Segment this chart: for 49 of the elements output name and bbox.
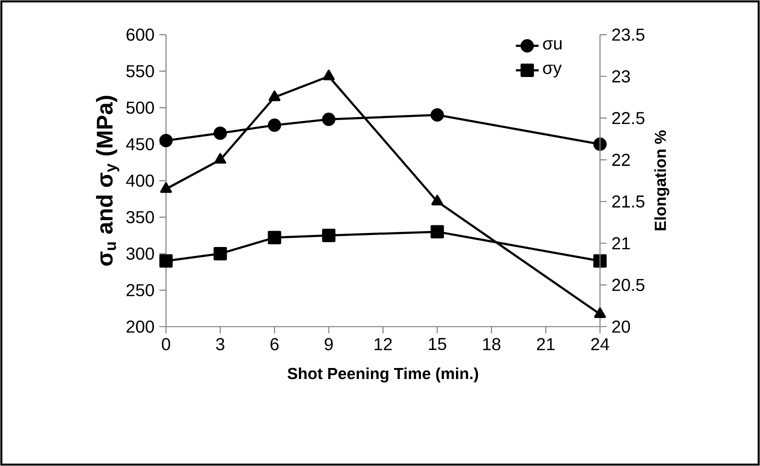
x-tick-label: 24 [591, 338, 610, 350]
x-tick-label: 15 [428, 338, 446, 350]
x-tick-label: 18 [483, 338, 500, 350]
point [159, 254, 173, 268]
point [214, 126, 227, 140]
point [593, 137, 607, 151]
y2-tick-label: 20.5 [612, 278, 644, 292]
x-tick-label: 9 [324, 338, 333, 350]
y-tick-label: 400 [126, 174, 154, 187]
point [268, 230, 282, 244]
point [268, 118, 282, 132]
point [322, 70, 335, 80]
x-tick-label: 0 [162, 338, 170, 350]
y2-tick-label: 20 [612, 320, 630, 333]
y2-tick-label: 21.5 [612, 195, 644, 208]
y-tick-label: 550 [126, 65, 154, 78]
legend-label: σy [543, 64, 562, 78]
point [430, 225, 444, 238]
point [214, 153, 226, 164]
y-tick-label: 250 [126, 284, 154, 296]
x-tick-label: 3 [216, 338, 224, 350]
y-tick-label: 300 [126, 248, 154, 260]
y2-tick-label: 21 [612, 237, 630, 250]
point [431, 194, 444, 206]
x-axis-title: Shot Peening Time (min.) [288, 367, 478, 382]
y-tick-label: 500 [126, 102, 154, 114]
y2-tick-label: 23.5 [612, 28, 644, 41]
point [430, 108, 444, 122]
x-tick-label: 21 [536, 338, 555, 350]
point [268, 90, 280, 102]
legend-label: σu [543, 40, 562, 50]
y-tick-label: 200 [126, 320, 154, 333]
y2-tick-label: 23 [612, 70, 630, 83]
x-tick-label: 12 [374, 338, 392, 350]
y-tick-label: 350 [126, 211, 154, 224]
y-tick-label: 600 [126, 28, 154, 41]
point [322, 228, 336, 242]
y2-tick-label: 22 [612, 154, 630, 166]
point [594, 307, 606, 318]
y2-axis-title: Elongation % [654, 130, 670, 230]
y-tick-label: 450 [126, 138, 154, 150]
point [214, 246, 227, 260]
point [159, 134, 173, 148]
point [160, 182, 172, 193]
x-tick-label: 6 [270, 338, 279, 350]
point [322, 112, 336, 126]
y2-tick-label: 22.5 [612, 112, 644, 124]
point [593, 254, 607, 268]
y-axis-title: σ$_{u}$ and σ$_{y}$ (MPa) [96, 96, 120, 266]
